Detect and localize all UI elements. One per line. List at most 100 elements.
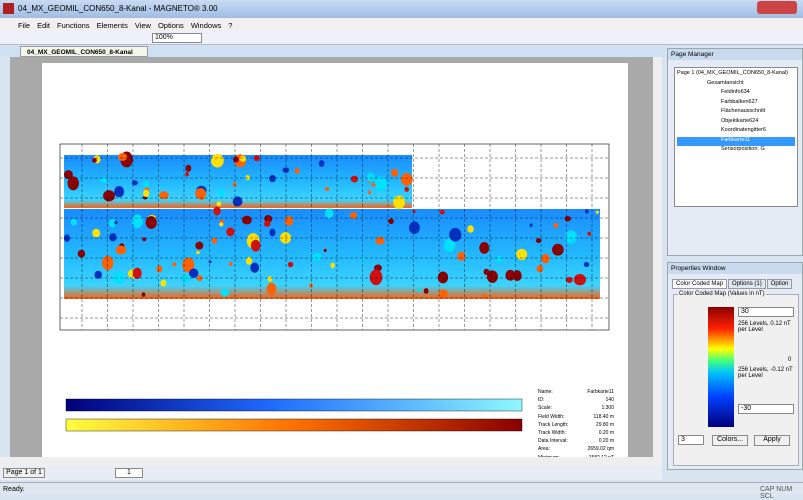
color-bar-positive xyxy=(66,419,522,431)
info-row: Track Width:0.20 m xyxy=(538,430,614,438)
map-anomaly xyxy=(103,190,115,201)
info-row: Area:2659.02 qm xyxy=(538,446,614,454)
group-box: Color Coded Map (Values in nT) 30 256 Le… xyxy=(673,294,799,466)
mid-label: 0 xyxy=(788,357,791,363)
menu-item[interactable]: View xyxy=(135,21,151,30)
map-anomaly xyxy=(483,294,487,298)
menu-item[interactable]: Elements xyxy=(97,21,128,30)
map-anomaly xyxy=(116,246,127,255)
map-anomaly xyxy=(449,228,461,242)
map-anomaly xyxy=(195,242,203,250)
tree-item: Farbbalken627 xyxy=(677,99,795,109)
tree-item: Page 1 (04_MX_GEOMIL_CON650_8-Kanal) xyxy=(677,70,795,80)
tree-item: Objektkarte624 xyxy=(677,118,795,128)
steps-input[interactable]: 3 xyxy=(678,435,704,445)
map-anomaly xyxy=(393,196,405,210)
map-anomaly xyxy=(92,158,97,163)
info-row: Field Width:118.40 m xyxy=(538,414,614,422)
document-tab[interactable]: 04_MX_GEOMIL_CON650_8-Kanal xyxy=(20,46,148,57)
map-anomaly xyxy=(114,221,117,225)
apply-button[interactable]: Apply xyxy=(754,435,790,446)
map-anomaly xyxy=(143,181,149,187)
map-anomaly xyxy=(132,180,138,185)
menu-bar: File Edit Functions Elements View Options Wind… xyxy=(0,18,803,31)
page-input[interactable]: 1 xyxy=(115,468,143,478)
map-anomaly xyxy=(404,187,409,192)
zoom-box[interactable]: 100% xyxy=(152,33,202,43)
map-anomaly xyxy=(200,195,205,200)
map-anomaly xyxy=(267,283,277,295)
map-anomaly xyxy=(457,252,465,261)
title-bar: 04_MX_GEOMIL_CON650_8-Kanal - MAGNETO® 3… xyxy=(0,0,803,18)
map-anomaly xyxy=(367,173,375,182)
tab[interactable]: Color Coded Map xyxy=(672,279,727,289)
map-anomaly xyxy=(189,268,198,277)
info-label: ID: xyxy=(538,397,574,405)
map-anomaly xyxy=(185,172,189,177)
panel-title: Page Manager xyxy=(668,49,802,60)
menu-item[interactable]: Functions xyxy=(57,21,90,30)
map-anomaly xyxy=(530,224,533,228)
map-anomaly xyxy=(312,253,322,261)
map-anomaly xyxy=(109,233,116,241)
map-anomaly xyxy=(584,262,589,267)
window-title: 04_MX_GEOMIL_CON650_8-Kanal - MAGNETO® 3… xyxy=(18,4,218,13)
map-anomaly xyxy=(330,263,334,269)
map-anomaly xyxy=(585,209,589,213)
h-scrollbar[interactable] xyxy=(0,457,662,466)
tab[interactable]: Options (1) xyxy=(728,279,766,289)
tree-item: Farbkarte11 xyxy=(677,137,795,147)
map-anomaly xyxy=(211,154,224,168)
map-anomaly xyxy=(596,211,599,214)
v-scrollbar[interactable] xyxy=(653,57,662,457)
app-window: 04_MX_GEOMIL_CON650_8-Kanal - MAGNETO® 3… xyxy=(0,0,803,495)
menu-item[interactable]: Edit xyxy=(37,21,50,30)
status-indicators: CAP NUM SCL xyxy=(760,486,803,500)
map-anomaly xyxy=(516,249,527,260)
map-anomaly xyxy=(536,238,541,243)
map-anomaly xyxy=(319,160,325,167)
menu-item[interactable]: File xyxy=(18,21,30,30)
map-anomaly xyxy=(78,250,85,258)
app-icon xyxy=(3,3,14,14)
map-anomaly xyxy=(212,238,217,244)
page: Name:Farbkarte11ID:140Scale:1:300Field W… xyxy=(42,63,628,457)
tab[interactable]: Option xyxy=(767,279,793,289)
map-anomaly xyxy=(118,153,127,161)
map-anomaly xyxy=(325,187,329,191)
page-manager: Page Manager Page 1 (04_MX_GEOMIL_CON650… xyxy=(667,48,803,256)
panel-title: Properties Window xyxy=(668,263,802,274)
page-nav: Page 1 of 1 1 xyxy=(0,466,662,480)
info-row: ID:140 xyxy=(538,397,614,405)
map-anomaly xyxy=(401,173,413,186)
map-anomaly xyxy=(391,169,398,177)
map-anomaly xyxy=(143,189,149,197)
info-value: 2659.02 qm xyxy=(574,446,614,454)
map-anomaly xyxy=(213,207,221,216)
map-anomaly xyxy=(440,210,445,215)
map-anomaly xyxy=(216,201,221,206)
info-value: 0.20 m xyxy=(574,430,614,438)
map-anomaly xyxy=(242,216,252,225)
map-anomaly xyxy=(71,219,77,226)
max-input[interactable]: 30 xyxy=(738,307,794,317)
map-anomaly xyxy=(226,227,234,236)
map-anomaly xyxy=(233,183,237,187)
status-text: Ready. xyxy=(3,486,25,493)
map-anomaly xyxy=(220,289,229,297)
map-anomaly xyxy=(497,256,503,263)
status-bar: Ready. CAP NUM SCL xyxy=(0,482,803,495)
menu-item[interactable]: Windows xyxy=(191,21,221,30)
map-anomaly xyxy=(388,218,394,224)
close-button[interactable] xyxy=(757,1,797,14)
map-anomaly xyxy=(102,256,113,271)
map-anomaly xyxy=(537,265,544,273)
map-anomaly xyxy=(413,210,416,213)
map-anomaly xyxy=(196,251,200,254)
menu-item[interactable]: Options xyxy=(158,21,184,30)
colors-button[interactable]: Colors... xyxy=(712,435,748,446)
menu-item[interactable]: ? xyxy=(228,21,232,30)
min-input[interactable]: -30 xyxy=(738,404,794,414)
info-label: Track Width: xyxy=(538,430,574,438)
